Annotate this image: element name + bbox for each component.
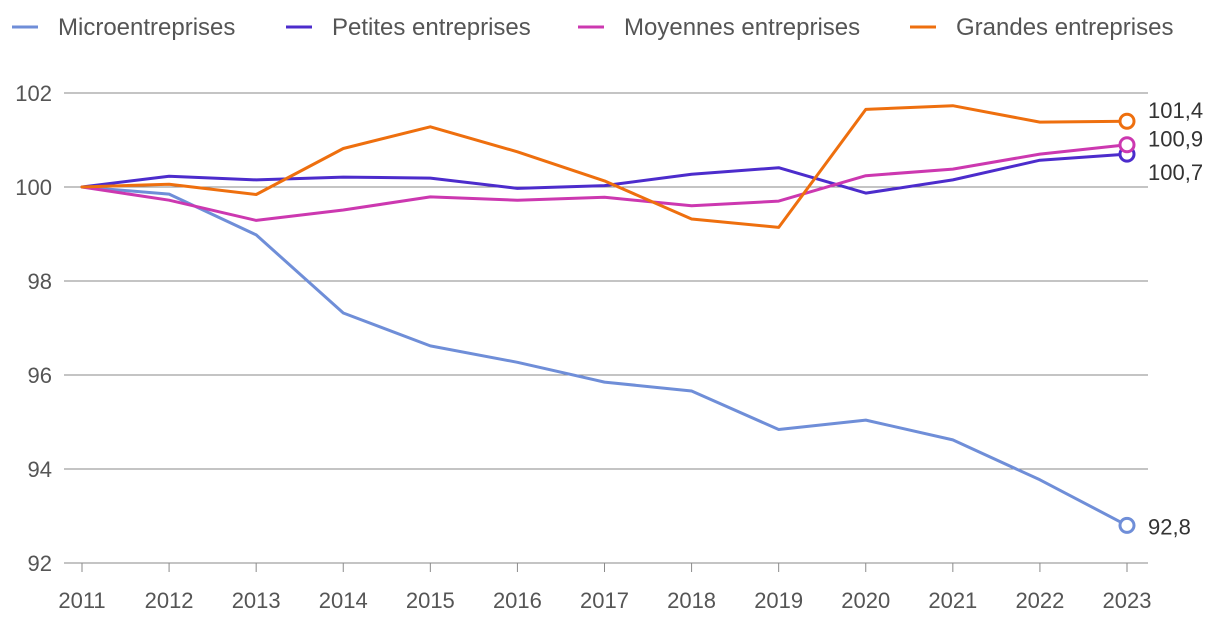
end-value-label-1: 100,7 <box>1148 160 1203 185</box>
y-tick-label: 94 <box>28 457 52 482</box>
series-end-marker-3 <box>1118 112 1136 130</box>
series-group <box>80 104 1136 534</box>
x-tick-label: 2019 <box>754 588 803 613</box>
x-tick-label: 2018 <box>667 588 716 613</box>
end-labels: 92,8 100,7 100,9 101,4 <box>1148 98 1203 539</box>
series-line-0 <box>80 185 1129 527</box>
series-line-1 <box>80 152 1129 195</box>
legend-item-0[interactable]: Microentreprises <box>12 14 235 41</box>
y-tick-label: 100 <box>15 175 52 200</box>
x-axis: 2011 2012 2013 2014 2015 2016 2017 2018 2019 2020… <box>58 563 1151 613</box>
x-tick-label: 2023 <box>1103 588 1152 613</box>
x-tick-label: 2015 <box>406 588 455 613</box>
end-value-label-3: 101,4 <box>1148 98 1203 123</box>
x-tick-label: 2012 <box>145 588 194 613</box>
x-tick-label: 2016 <box>493 588 542 613</box>
x-tick-label: 2021 <box>928 588 977 613</box>
x-tick-label: 2014 <box>319 588 368 613</box>
legend-item-2[interactable]: Moyennes entreprises <box>578 14 860 41</box>
x-tick-label: 2022 <box>1015 588 1064 613</box>
series-end-marker-2 <box>1118 136 1136 154</box>
x-tick-label: 2017 <box>580 588 629 613</box>
series-line-3 <box>80 104 1129 229</box>
y-tick-label: 98 <box>28 269 52 294</box>
end-value-label-2: 100,9 <box>1148 127 1203 152</box>
legend-label: Grandes entreprises <box>956 14 1173 41</box>
y-tick-label: 92 <box>28 551 52 576</box>
x-tick-label: 2013 <box>232 588 281 613</box>
series-line-2 <box>80 143 1129 222</box>
legend: Microentreprises Petites entreprises Moyen… <box>12 14 1173 41</box>
legend-item-1[interactable]: Petites entreprises <box>286 14 531 41</box>
series-end-marker-0 <box>1118 516 1136 534</box>
x-tick-label: 2011 <box>58 588 105 613</box>
legend-label: Petites entreprises <box>332 14 531 41</box>
legend-item-3[interactable]: Grandes entreprises <box>910 14 1173 41</box>
legend-label: Moyennes entreprises <box>624 14 860 41</box>
end-value-label-0: 92,8 <box>1148 514 1191 539</box>
x-tick-label: 2020 <box>841 588 890 613</box>
y-tick-label: 96 <box>28 363 52 388</box>
y-tick-label: 102 <box>15 81 52 106</box>
grid: 92 94 96 98 100 102 <box>15 81 1148 576</box>
legend-label: Microentreprises <box>58 14 235 41</box>
